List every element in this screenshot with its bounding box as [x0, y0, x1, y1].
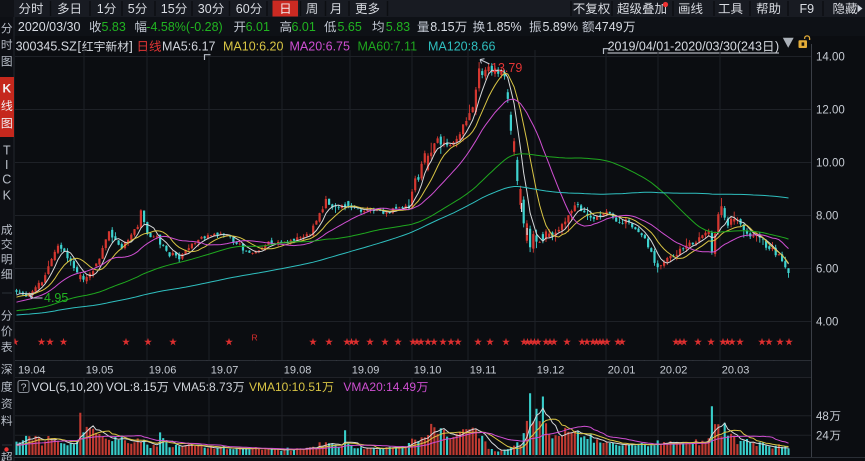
svg-text:19.12: 19.12 [537, 365, 565, 377]
svg-text:K: K [3, 189, 12, 203]
svg-text:19.04: 19.04 [18, 365, 46, 377]
svg-text:[: [ [78, 40, 82, 54]
svg-text:MA120:8.66: MA120:8.66 [428, 40, 495, 54]
svg-text:4.95: 4.95 [44, 291, 68, 305]
svg-text:?: ? [21, 382, 27, 394]
svg-text:20.01: 20.01 [608, 365, 636, 377]
svg-text:6.01: 6.01 [246, 20, 270, 34]
svg-text:I: I [5, 158, 8, 172]
svg-text:24: 24 [816, 430, 829, 442]
svg-text:MA60:7.11: MA60:7.11 [358, 40, 418, 54]
svg-text:1: 1 [97, 2, 104, 16]
svg-text:10.00: 10.00 [816, 158, 845, 170]
svg-text:MA20:6.75: MA20:6.75 [290, 40, 351, 54]
svg-text:6.01: 6.01 [292, 20, 316, 34]
svg-text:19.06: 19.06 [149, 365, 177, 377]
svg-text:1.85%: 1.85% [486, 20, 521, 34]
svg-text:MA5:6.17: MA5:6.17 [162, 40, 216, 54]
svg-text:4.00: 4.00 [816, 317, 838, 329]
svg-text:R: R [252, 333, 258, 343]
svg-text:MA10:6.20: MA10:6.20 [223, 40, 284, 54]
svg-text:]: ] [129, 40, 132, 54]
svg-text:19.10: 19.10 [414, 365, 442, 377]
svg-text:F9: F9 [800, 2, 815, 16]
svg-text:K: K [2, 82, 11, 96]
svg-text:-4.58%(-0.28): -4.58%(-0.28) [146, 20, 222, 34]
svg-text:19.11: 19.11 [470, 365, 497, 377]
svg-text:VMA5:8.73: VMA5:8.73 [173, 380, 233, 394]
svg-text:VMA20:14.49: VMA20:14.49 [343, 380, 416, 394]
svg-text:8.00: 8.00 [816, 211, 838, 223]
svg-text:60: 60 [236, 2, 250, 16]
svg-text:19.09: 19.09 [352, 365, 380, 377]
svg-text:VMA10:10.51: VMA10:10.51 [249, 380, 322, 394]
svg-text:5.83: 5.83 [386, 20, 410, 34]
svg-text:20.02: 20.02 [660, 365, 688, 377]
svg-text:5.65: 5.65 [338, 20, 362, 34]
svg-text:15: 15 [161, 2, 175, 16]
svg-text:VOL(5,10,20): VOL(5,10,20) [32, 380, 104, 394]
svg-text:300345.SZ: 300345.SZ [16, 40, 78, 54]
svg-text:VOL:8.15: VOL:8.15 [106, 380, 157, 394]
svg-text:C: C [2, 173, 11, 187]
svg-text:): ) [775, 40, 779, 54]
svg-text:T: T [3, 144, 11, 158]
svg-text:2020/03/30: 2020/03/30 [18, 20, 81, 34]
svg-text:5.83: 5.83 [102, 20, 126, 34]
svg-text:19.07: 19.07 [211, 365, 239, 377]
svg-text:2019/04/01-2020/03/30(243: 2019/04/01-2020/03/30(243 [608, 40, 762, 54]
svg-text:48: 48 [816, 411, 829, 423]
svg-text:5.89%: 5.89% [543, 20, 578, 34]
svg-text:4749: 4749 [595, 20, 623, 34]
svg-text:19.05: 19.05 [86, 365, 114, 377]
svg-text:12.00: 12.00 [816, 105, 845, 117]
svg-text:14.00: 14.00 [816, 52, 845, 64]
svg-text:30: 30 [198, 2, 212, 16]
svg-text:13.79: 13.79 [491, 61, 522, 75]
svg-text:8.15: 8.15 [430, 20, 454, 34]
svg-text:6.00: 6.00 [816, 264, 838, 276]
svg-text:5: 5 [128, 2, 135, 16]
svg-text:20.03: 20.03 [722, 365, 750, 377]
svg-text:19.08: 19.08 [284, 365, 312, 377]
